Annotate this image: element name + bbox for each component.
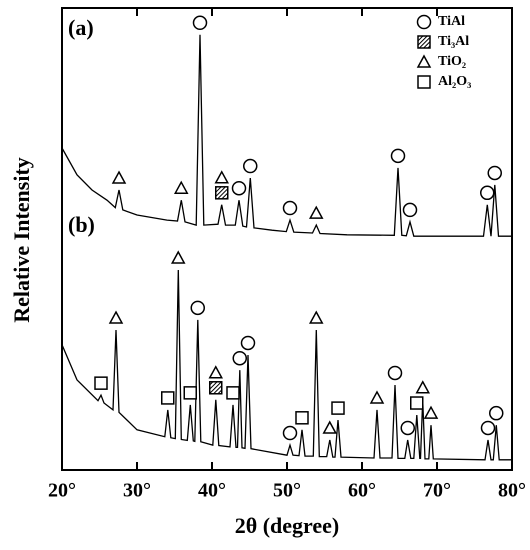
phase-marker bbox=[173, 180, 189, 194]
phase-marker bbox=[331, 401, 345, 415]
phase-marker bbox=[240, 335, 256, 351]
x-tick-label: 30° bbox=[123, 480, 151, 502]
x-tick-label: 40° bbox=[198, 480, 226, 502]
xrd-pattern bbox=[61, 269, 512, 461]
phase-marker bbox=[480, 420, 496, 436]
phase-marker bbox=[308, 205, 324, 219]
phase-marker bbox=[282, 425, 298, 441]
phase-marker bbox=[94, 376, 108, 390]
phase-marker bbox=[416, 14, 432, 30]
phase-marker bbox=[390, 148, 406, 164]
phase-marker bbox=[402, 202, 418, 218]
x-axis-label: 2θ (degree) bbox=[235, 513, 340, 538]
phase-marker bbox=[170, 250, 186, 264]
phase-marker bbox=[226, 386, 240, 400]
phase-marker bbox=[295, 411, 309, 425]
phase-marker bbox=[215, 186, 229, 200]
phase-marker bbox=[387, 365, 403, 381]
phase-marker bbox=[209, 381, 223, 395]
legend-label: TiO₂ bbox=[438, 54, 466, 69]
phase-marker bbox=[322, 420, 338, 434]
phase-marker bbox=[417, 75, 431, 89]
phase-marker bbox=[231, 180, 247, 196]
x-tick-label: 20° bbox=[48, 480, 76, 502]
phase-marker bbox=[410, 396, 424, 410]
panel-label: (a) bbox=[68, 15, 94, 40]
phase-marker bbox=[111, 170, 127, 184]
phase-marker bbox=[489, 405, 504, 421]
x-tick-label: 80° bbox=[498, 480, 526, 502]
legend-label: TiAl bbox=[438, 14, 465, 29]
phase-marker bbox=[192, 15, 208, 31]
x-tick-label: 60° bbox=[348, 480, 376, 502]
phase-marker bbox=[400, 420, 415, 436]
phase-marker bbox=[282, 200, 298, 216]
phase-marker bbox=[243, 158, 258, 174]
phase-marker bbox=[208, 365, 224, 379]
legend-label: Ti₃Al bbox=[438, 34, 469, 49]
phase-marker bbox=[108, 310, 124, 324]
phase-marker bbox=[369, 390, 385, 404]
phase-marker bbox=[214, 170, 230, 184]
phase-marker bbox=[415, 380, 431, 394]
phase-marker bbox=[417, 35, 431, 49]
legend-label: Al₂O₃ bbox=[438, 74, 471, 89]
x-tick-label: 50° bbox=[273, 480, 301, 502]
phase-marker bbox=[190, 300, 205, 316]
phase-marker bbox=[487, 165, 502, 181]
phase-marker bbox=[183, 386, 197, 400]
phase-marker bbox=[308, 310, 324, 324]
phase-marker bbox=[480, 185, 495, 201]
phase-marker bbox=[232, 350, 247, 366]
phase-marker bbox=[423, 405, 439, 419]
y-axis-label: Relative Intensity bbox=[9, 157, 34, 323]
phase-marker bbox=[416, 54, 432, 68]
x-tick-label: 70° bbox=[423, 480, 451, 502]
xrd-pattern bbox=[61, 34, 512, 237]
phase-marker bbox=[161, 391, 175, 405]
panel-label: (b) bbox=[68, 212, 95, 237]
